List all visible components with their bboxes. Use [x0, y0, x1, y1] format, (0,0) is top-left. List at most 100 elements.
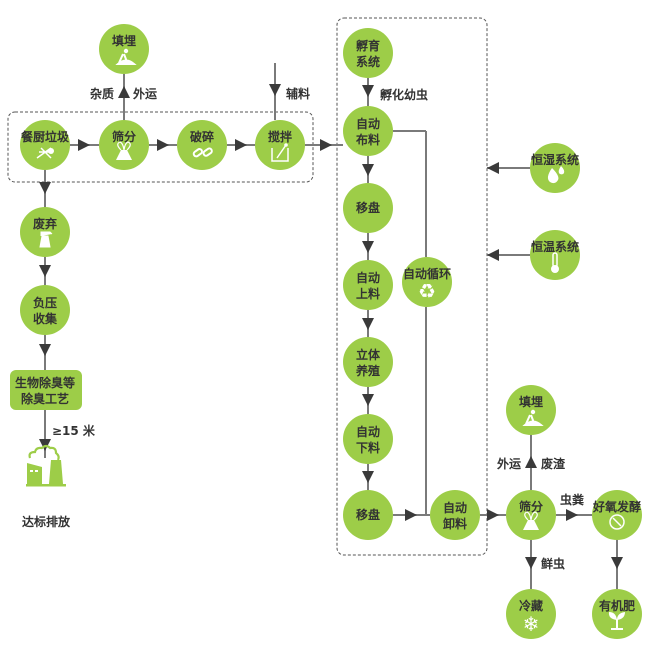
- node-landfill-top: 填埋: [99, 24, 149, 74]
- arrow-right-icon: [566, 509, 578, 521]
- arrow-down-icon: [39, 265, 51, 277]
- arrow-down-icon: [362, 471, 374, 483]
- snowflake-icon: ❄: [523, 612, 540, 636]
- label-fresh-larvae: 鲜虫: [541, 556, 565, 571]
- node-crushing: 破碎: [177, 120, 227, 170]
- node-label: 自动: [356, 424, 380, 439]
- svg-text:♻: ♻: [418, 279, 436, 303]
- sieve-icon: [523, 511, 539, 530]
- arrow-up-icon: [525, 456, 537, 468]
- node-label: 下料: [356, 440, 380, 455]
- arrow-down-icon: [611, 557, 623, 569]
- label-frass: 虫粪: [560, 492, 584, 507]
- node-label: 筛分: [112, 129, 136, 144]
- node-label: 养殖: [355, 363, 380, 378]
- node-screening-1: 筛分: [99, 120, 149, 170]
- node-label: 移盘: [356, 507, 380, 522]
- arrow-up-icon: [118, 86, 130, 98]
- node-label: 卸料: [443, 516, 467, 531]
- factory-emission-icon: [26, 444, 66, 487]
- arrow-right-icon: [235, 139, 247, 151]
- node-label: 孵育: [356, 38, 380, 53]
- arrow-down-icon: [362, 318, 374, 330]
- arrow-right-icon: [487, 509, 499, 521]
- pretreatment-group-frame: [7, 111, 314, 183]
- node-label: 冷藏: [519, 598, 543, 613]
- node-tray-move-1: 移盘: [343, 183, 393, 233]
- node-auto-cycle: 自动循环♻: [402, 257, 452, 307]
- arrow-right-icon: [157, 139, 169, 151]
- node-humidity: 恒湿系统: [530, 143, 580, 193]
- svg-text:❄: ❄: [523, 612, 540, 636]
- node-label: 生物除臭等: [15, 375, 75, 390]
- arrow-down-icon: [362, 164, 374, 176]
- node-discard: 废弃: [20, 207, 70, 257]
- arrow-left-icon: [487, 162, 499, 174]
- node-label: 系统: [356, 54, 380, 69]
- sprout-icon: [608, 612, 625, 630]
- node-label: 恒温系统: [531, 239, 579, 254]
- node-label: 自动: [356, 116, 380, 131]
- label-residue: 废渣: [541, 456, 566, 471]
- node-label: 移盘: [356, 200, 380, 215]
- node-label: 好氧发酵: [592, 499, 641, 514]
- label-auxiliary-material: 辅料: [286, 86, 310, 101]
- node-label: 自动循环: [403, 266, 451, 281]
- node-label: 废弃: [33, 216, 57, 231]
- arrow-right-icon: [78, 139, 90, 151]
- arrow-down-icon: [39, 344, 51, 356]
- label-emission: 达标排放: [22, 514, 71, 529]
- arrow-left-icon: [487, 249, 499, 261]
- thermometer-icon: [551, 252, 559, 273]
- node-aerobic: 好氧发酵: [592, 490, 642, 540]
- node-screening-2: 筛分: [506, 490, 556, 540]
- node-label: 筛分: [519, 499, 543, 514]
- node-temperature: 恒温系统: [530, 230, 580, 280]
- node-label: 立体: [356, 347, 381, 362]
- node-label: 布料: [356, 132, 380, 147]
- node-landfill-bottom: 填埋: [506, 385, 556, 435]
- node-organic-fertilizer: 有机肥: [592, 589, 642, 639]
- worker-digging-icon: [522, 409, 544, 426]
- chain-link-icon: [192, 147, 213, 158]
- arrow-down-icon: [525, 557, 537, 569]
- worker-digging-icon: [115, 48, 137, 65]
- arrow-down-icon: [362, 85, 374, 97]
- node-cold-storage: 冷藏❄: [506, 589, 556, 639]
- node-label: 自动: [356, 270, 380, 285]
- sieve-icon: [116, 141, 132, 160]
- food-scraps-icon: [36, 147, 54, 159]
- node-label: 填埋: [112, 33, 136, 48]
- node-label: 自动: [443, 500, 467, 515]
- node-label: 负压: [33, 295, 57, 310]
- arrow-down-icon: [362, 241, 374, 253]
- node-label: 搅拌: [268, 129, 292, 144]
- water-drops-icon: [547, 166, 565, 184]
- label-transport-out-2: 外运: [497, 456, 521, 471]
- arrow-down-icon: [269, 84, 281, 96]
- node-label: 恒湿系统: [531, 152, 579, 167]
- node-label: 上料: [356, 286, 380, 301]
- mixer-icon: [271, 143, 289, 162]
- recycle-icon: ♻: [418, 279, 436, 303]
- label-transport-out: 外运: [133, 86, 157, 101]
- node-label: 除臭工艺: [21, 391, 69, 406]
- node-food-waste: 餐厨垃圾: [20, 120, 70, 170]
- node-mixing: 搅拌: [255, 120, 305, 170]
- node-label: 破碎: [190, 129, 214, 144]
- node-label: 填埋: [519, 394, 543, 409]
- label-hatch-larvae: 孵化幼虫: [380, 87, 428, 102]
- node-label: 餐厨垃圾: [21, 129, 70, 144]
- breeding-group-frame: [336, 17, 488, 556]
- arrow-right-icon: [405, 509, 417, 521]
- spray-bottle-icon: [39, 231, 53, 248]
